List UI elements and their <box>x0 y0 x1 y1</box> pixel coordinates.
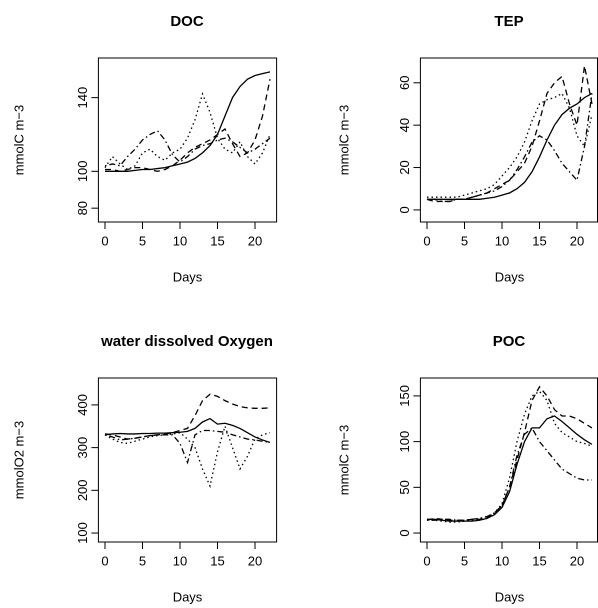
panel: DOC 0 5 10 15 20 80 100 140 Days mmolC m−3 <box>11 13 278 284</box>
panel: POC 0 5 10 15 20 0 50 100 150 Days mmolC m−3 <box>336 333 598 604</box>
panel-title: POC <box>493 333 526 350</box>
panel-title: DOC <box>170 13 204 30</box>
data-line <box>104 424 271 489</box>
panel-title: TEP <box>494 13 523 30</box>
y-tick-label: 20 <box>397 160 412 174</box>
plot-box <box>97 377 278 543</box>
x-tick-label: 10 <box>173 553 187 568</box>
y-tick-label: 150 <box>397 385 412 407</box>
x-tick-label: 15 <box>532 553 546 568</box>
panel: water dissolved Oxygen 0 5 10 15 20 100 200 300 4… <box>11 333 278 604</box>
y-axis-label: mmolO2 m−3 <box>11 421 26 499</box>
data-line <box>105 71 271 172</box>
x-axis-label: Days <box>173 269 203 284</box>
data-line <box>427 415 593 522</box>
x-tick-label: 10 <box>495 553 509 568</box>
x-tick-label: 0 <box>101 233 108 248</box>
panel: TEP 0 5 10 15 20 0 20 40 60 Days mmolC m−3 <box>336 13 598 284</box>
y-tick-label: 40 <box>397 118 412 132</box>
x-axis-label: Days <box>495 589 525 604</box>
data-line <box>104 429 271 465</box>
plot-box <box>97 57 278 223</box>
data-line <box>104 417 271 444</box>
x-tick-label: 20 <box>570 553 584 568</box>
x-tick-label: 10 <box>173 233 187 248</box>
x-tick-label: 20 <box>248 553 262 568</box>
y-tick-label: 100 <box>397 431 412 453</box>
data-line <box>105 79 271 172</box>
x-tick-label: 5 <box>461 233 468 248</box>
y-tick-label: 60 <box>397 76 412 90</box>
x-tick-label: 15 <box>210 233 224 248</box>
data-line <box>104 129 271 167</box>
y-tick-label: 100 <box>75 160 90 182</box>
y-tick-label: 140 <box>75 87 90 109</box>
panel-title: water dissolved Oxygen <box>100 333 273 350</box>
x-tick-label: 0 <box>423 233 430 248</box>
x-tick-label: 20 <box>570 233 584 248</box>
y-axis-label: mmolC m−3 <box>336 105 351 175</box>
data-line <box>104 393 271 440</box>
y-tick-label: 50 <box>397 480 412 494</box>
x-tick-label: 0 <box>101 553 108 568</box>
plot-box <box>419 377 598 543</box>
x-tick-label: 15 <box>210 553 224 568</box>
data-line <box>426 385 593 521</box>
y-tick-label: 0 <box>397 206 412 213</box>
data-line <box>427 93 593 203</box>
y-tick-label: 300 <box>75 437 90 459</box>
data-line <box>426 65 593 203</box>
data-line <box>427 92 593 200</box>
data-line <box>104 91 271 171</box>
x-tick-label: 5 <box>139 233 146 248</box>
y-tick-label: 200 <box>75 479 90 501</box>
data-line <box>427 92 593 198</box>
y-tick-label: 100 <box>75 522 90 544</box>
y-axis-label: mmolC m−3 <box>11 105 26 175</box>
x-tick-label: 5 <box>461 553 468 568</box>
y-tick-label: 0 <box>397 529 412 536</box>
data-line <box>426 390 593 523</box>
x-axis-label: Days <box>173 589 203 604</box>
y-tick-label: 80 <box>75 201 90 215</box>
y-tick-label: 400 <box>75 394 90 416</box>
x-tick-label: 15 <box>532 233 546 248</box>
y-axis-label: mmolC m−3 <box>336 425 351 495</box>
x-tick-label: 10 <box>495 233 509 248</box>
x-tick-label: 0 <box>423 553 430 568</box>
x-tick-label: 5 <box>139 553 146 568</box>
x-axis-label: Days <box>495 269 525 284</box>
data-line <box>427 426 592 521</box>
plot-box <box>419 57 598 223</box>
x-tick-label: 20 <box>248 233 262 248</box>
